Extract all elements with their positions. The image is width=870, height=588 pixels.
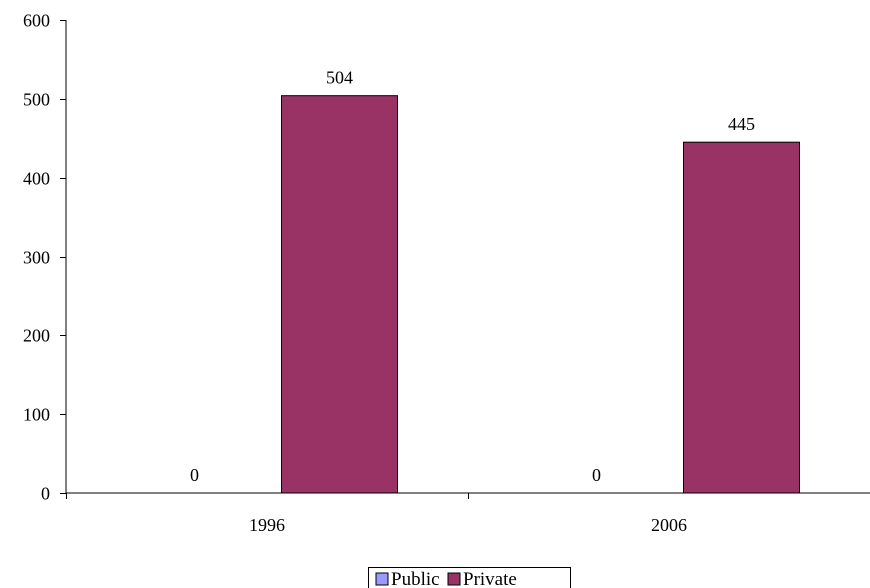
bars: [281, 95, 800, 494]
y-tick-label: 600: [23, 11, 50, 31]
y-tick-label: 400: [23, 169, 50, 189]
data-labels: 0 504 0 445: [190, 68, 755, 485]
y-tick-label: 200: [23, 326, 50, 346]
x-tick-label: 1996: [249, 515, 285, 535]
legend-box: [368, 567, 571, 588]
y-tick-label: 300: [23, 248, 50, 268]
legend-label-public: Public: [391, 569, 440, 588]
data-label-public-2006: 0: [592, 465, 601, 485]
y-tick-label: 500: [23, 90, 50, 110]
axes: 0 100 200 300 400 500 600 1996 2006: [23, 11, 870, 535]
y-tick-label: 0: [41, 484, 50, 504]
y-tick-label: 100: [23, 405, 50, 425]
data-label-private-1996: 504: [326, 68, 353, 88]
legend-label-private: Private: [463, 569, 517, 588]
legend-swatch-public: [375, 572, 389, 586]
data-label-private-2006: 445: [728, 114, 755, 134]
bar-private-2006: [683, 141, 800, 494]
x-tick-label: 2006: [651, 515, 687, 535]
legend-swatch-private: [447, 572, 461, 586]
legend: Public Private: [368, 567, 571, 588]
bar-private-1996: [281, 95, 398, 494]
data-label-public-1996: 0: [190, 465, 199, 485]
